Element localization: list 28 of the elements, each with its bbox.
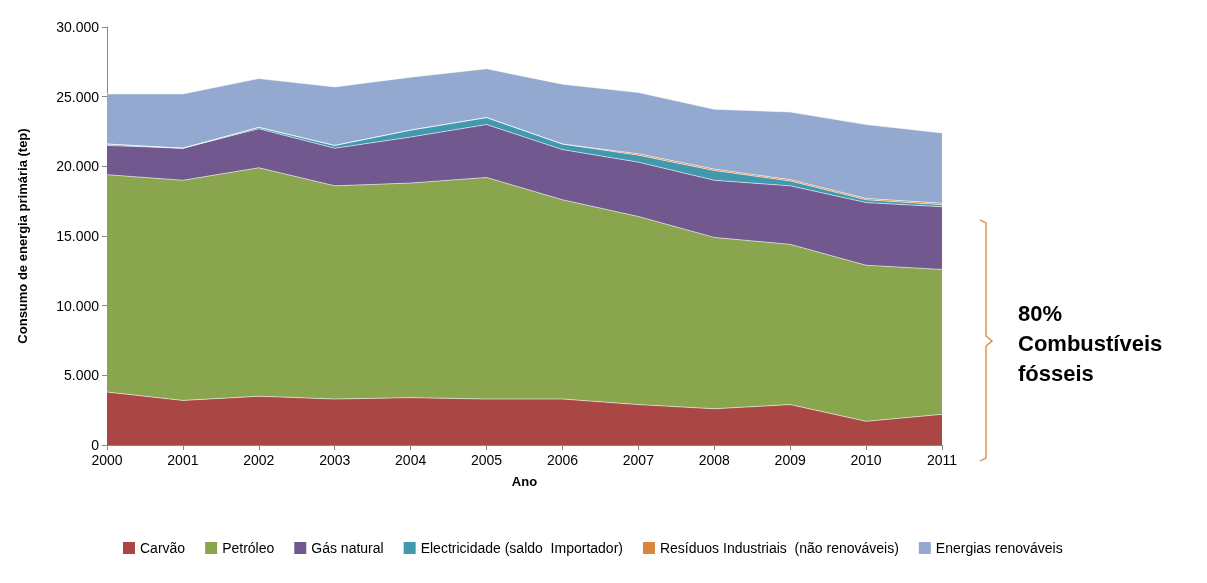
x-axis-title: Ano: [511, 474, 538, 489]
x-tick-label: 2007: [622, 452, 655, 468]
legend-label: Petróleo: [222, 540, 275, 556]
y-tick-label: 25.000: [56, 88, 100, 105]
y-axis-title: Consumo de energia primária (tep): [15, 128, 30, 344]
text: 80% Combustíveis fósseis: [1018, 300, 1169, 386]
x-tick-label: 2001: [167, 452, 199, 468]
y-tick-label: 15.000: [56, 228, 100, 244]
x-tick-label: 2004: [395, 452, 427, 468]
y-tick-label: 20.000: [56, 158, 100, 175]
x-tick-label: 2005: [470, 452, 503, 468]
x-tick-label: 2008: [698, 452, 731, 468]
y-tick-label: 0: [91, 437, 100, 453]
legend-label: Carvão: [140, 540, 186, 556]
x-tick-label: 2006: [546, 452, 579, 468]
x-tick-label: 2002: [243, 452, 275, 468]
x-tick-label: 2010: [850, 452, 882, 468]
x-tick-label: 2009: [774, 452, 806, 468]
legend-label: Electricidade (saldo Importador): [420, 540, 623, 556]
y-tick-label: 10.000: [56, 297, 100, 314]
x-tick-label: 2003: [319, 452, 351, 468]
y-tick-label: 30.000: [56, 19, 100, 35]
legend-label: Resíduos Industriais (não renováveis): [659, 540, 899, 556]
legend-label: Gás natural: [311, 540, 384, 556]
x-tick-label: 2000: [91, 452, 123, 468]
legend-label: Energias renováveis: [935, 540, 1063, 556]
y-tick-label: 5.000: [63, 367, 100, 384]
x-tick-label: 2011: [926, 452, 958, 468]
